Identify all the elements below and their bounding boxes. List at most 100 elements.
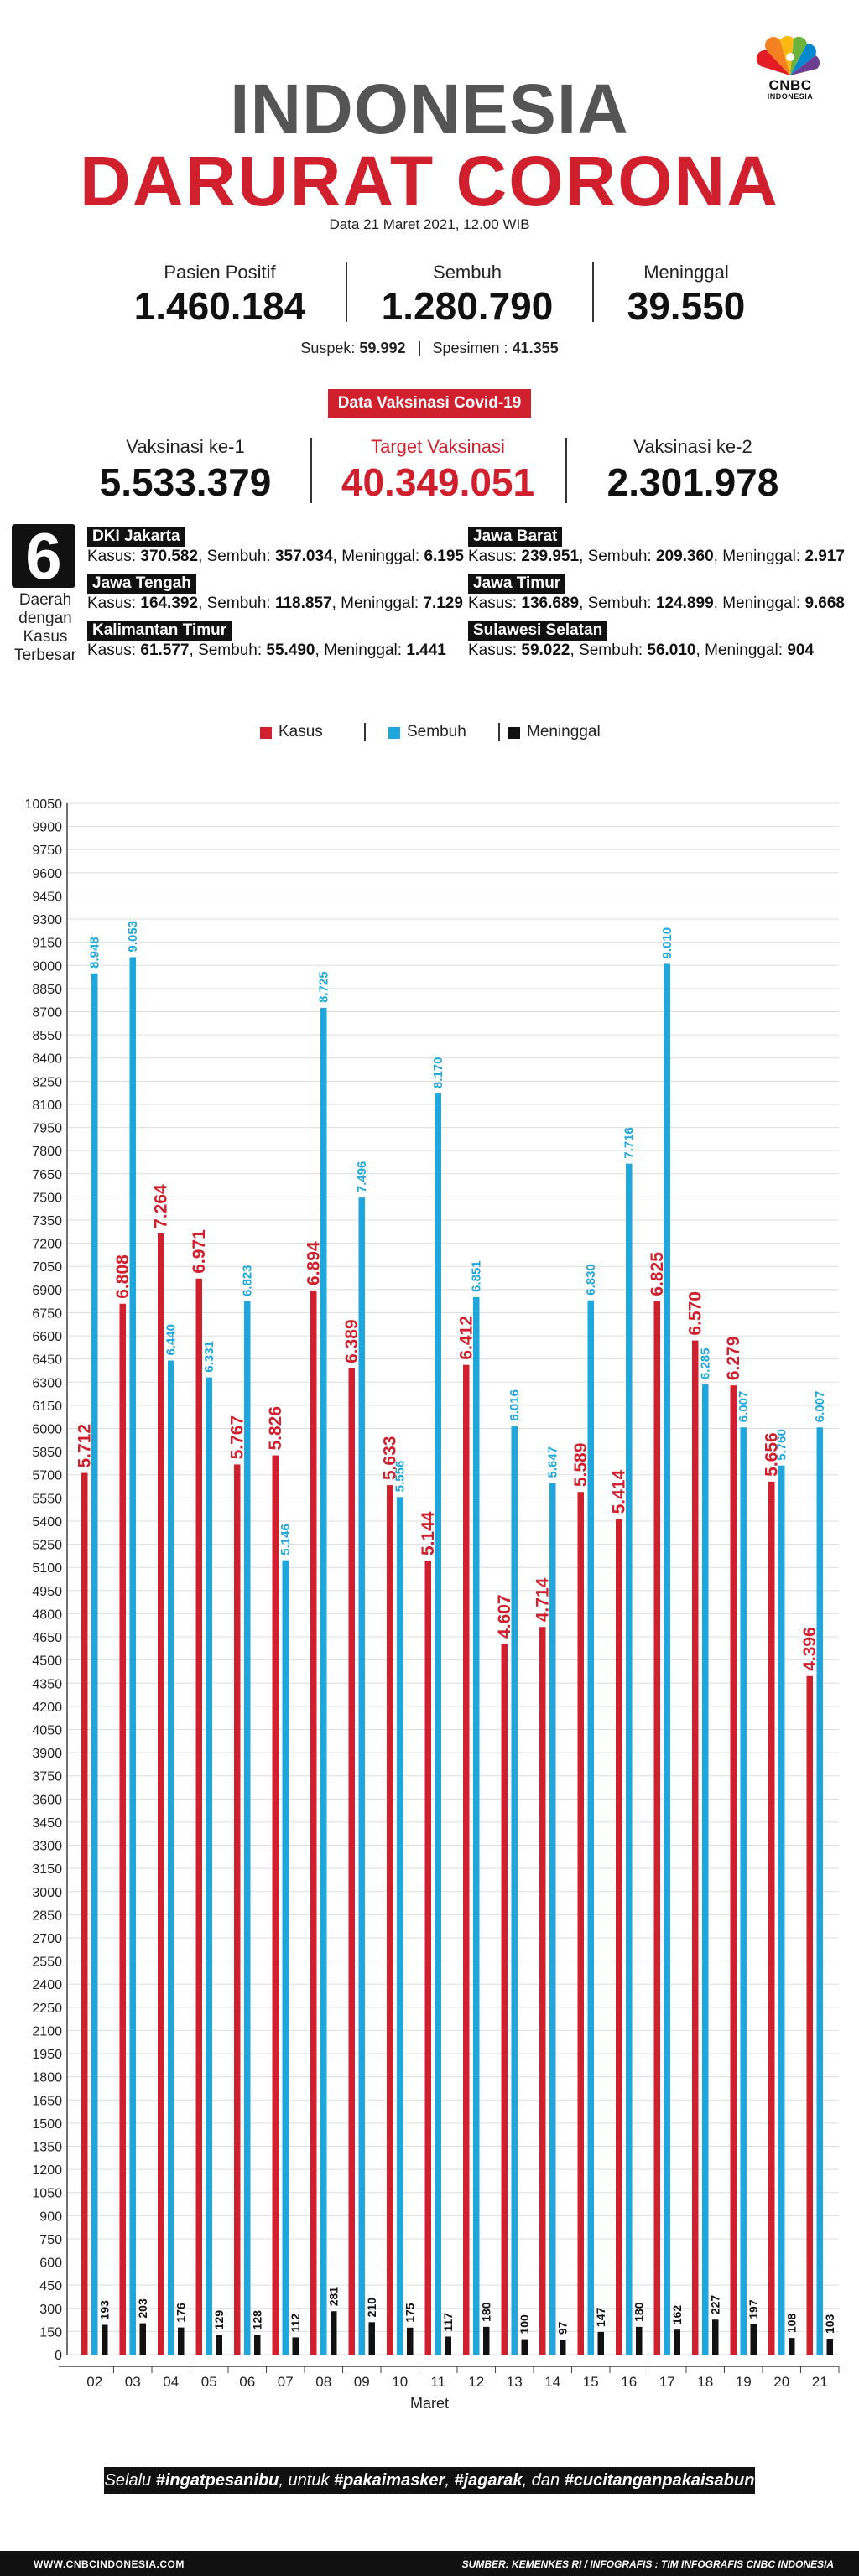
y-tick-label: 6150	[32, 1400, 62, 1414]
region-kasus-label: Kasus:	[468, 595, 518, 612]
data-label-meninggal: 112	[289, 2314, 302, 2333]
y-tick-label: 4950	[32, 1585, 62, 1599]
bar-meninggal	[139, 2323, 146, 2355]
y-tick-label: 3900	[32, 1747, 62, 1761]
data-label-kasus: 5.589	[571, 1443, 591, 1488]
data-label-meninggal: 97	[555, 2321, 569, 2334]
legend-sembuh-label: Sembuh	[407, 723, 466, 740]
x-tick-label: 10	[392, 2374, 408, 2390]
region-stats: Kasus: 59.022, Sembuh: 56.010, Meninggal…	[468, 641, 815, 659]
y-tick-label: 5250	[32, 1539, 62, 1553]
y-tick-label: 2700	[32, 1932, 62, 1946]
bar-kasus	[768, 1481, 775, 2355]
y-tick-label: 5100	[32, 1561, 62, 1576]
y-tick-label: 600	[39, 2257, 62, 2271]
y-tick-label: 2850	[32, 1909, 62, 1923]
data-label-kasus: 4.607	[495, 1594, 514, 1639]
data-label-meninggal: 176	[174, 2303, 187, 2323]
data-label-meninggal: 175	[403, 2303, 416, 2323]
vaksin-target-value: 40.349.051	[341, 460, 535, 504]
x-tick-label: 09	[354, 2374, 370, 2390]
y-tick-label: 1350	[32, 2140, 62, 2154]
data-label-meninggal: 108	[784, 2314, 798, 2334]
region-sembuh-label: Sembuh:	[198, 641, 263, 659]
bar-meninggal	[178, 2327, 185, 2355]
region-kasus-label: Kasus:	[87, 595, 137, 612]
x-axis-label: Maret	[409, 2395, 449, 2412]
region-sembuh-value: 209.360	[655, 548, 714, 565]
bar-sembuh	[91, 973, 98, 2355]
stat-divider	[592, 262, 594, 322]
y-tick-label: 5850	[32, 1446, 62, 1460]
region-caption-line: Terbesar	[14, 647, 76, 664]
bar-sembuh	[740, 1427, 747, 2355]
region-stats: Kasus: 239.951, Sembuh: 209.360, Meningg…	[468, 548, 845, 565]
region-name: DKI Jakarta	[87, 527, 185, 547]
region-kasus-value: 239.951	[521, 548, 580, 565]
region-sembuh-label: Sembuh:	[587, 595, 652, 612]
x-tick-label: 14	[544, 2374, 560, 2390]
region-kasus-label: Kasus:	[468, 641, 518, 659]
bar-meninggal	[712, 2319, 719, 2355]
data-label-sembuh: 6.851	[470, 1260, 484, 1292]
bar-kasus	[158, 1233, 164, 2355]
x-tick-label: 18	[697, 2374, 713, 2390]
data-label-meninggal: 129	[212, 2310, 226, 2330]
bar-meninggal	[636, 2326, 643, 2355]
region-meninggal-label: Meninggal:	[722, 548, 801, 565]
y-tick-label: 8550	[32, 1029, 62, 1043]
x-tick-label: 19	[736, 2374, 752, 2390]
legend-meninggal-label: Meninggal	[527, 723, 601, 740]
y-tick-label: 8100	[32, 1098, 62, 1113]
bar-kasus	[81, 1472, 88, 2355]
region-meninggal-label: Meninggal:	[705, 641, 784, 659]
bar-sembuh	[473, 1296, 480, 2355]
bar-sembuh	[702, 1384, 709, 2355]
y-tick-label: 9300	[32, 913, 62, 927]
bar-kasus	[195, 1278, 202, 2355]
data-label-meninggal: 227	[708, 2295, 721, 2315]
y-tick-label: 8850	[32, 983, 62, 997]
bar-sembuh	[626, 1163, 633, 2355]
slogan-text: , untuk	[279, 2471, 335, 2490]
stat-sembuh-label: Sembuh	[433, 262, 502, 283]
slogan-banner: Selalu #ingatpesanibu, untuk #pakaimaske…	[104, 2467, 755, 2494]
y-tick-label: 9450	[32, 890, 62, 904]
y-tick-label: 1950	[32, 2048, 62, 2062]
data-label-sembuh: 7.496	[355, 1161, 369, 1193]
region-sembuh-value: 118.857	[274, 595, 332, 612]
footer-bar	[0, 2551, 859, 2576]
region-meninggal-label: Meninggal:	[341, 548, 420, 565]
data-label-meninggal: 180	[632, 2302, 645, 2322]
bar-kasus	[348, 1368, 355, 2355]
data-label-sembuh: 6.440	[164, 1324, 179, 1356]
daily-cases-chart: 0 150 300 450 600 750 900 1050 1200 1350 1500 1650 1…	[0, 788, 859, 2415]
peacock-icon	[756, 35, 820, 75]
legend-sembuh-swatch	[388, 727, 400, 739]
region-sembuh-value: 124.899	[655, 595, 714, 612]
vaksin-divider	[565, 438, 567, 503]
spesimen-label: Spesimen :	[432, 340, 508, 356]
region-kasus-value: 59.022	[521, 641, 570, 659]
bar-meninggal	[483, 2326, 490, 2355]
bar-meninggal	[789, 2338, 795, 2355]
y-tick-label: 8400	[32, 1052, 62, 1067]
legend-meninggal-swatch	[508, 727, 520, 739]
region-sembuh-label: Sembuh:	[587, 548, 652, 565]
y-tick-label: 1650	[32, 2094, 62, 2108]
y-tick-label: 2100	[32, 2024, 62, 2038]
bar-sembuh	[358, 1197, 365, 2355]
bar-meninggal	[254, 2334, 261, 2355]
data-label-kasus: 6.825	[648, 1252, 667, 1296]
data-label-meninggal: 103	[823, 2314, 836, 2334]
y-tick-label: 4050	[32, 1723, 62, 1737]
y-tick-label: 6900	[32, 1284, 62, 1298]
data-label-meninggal: 128	[250, 2310, 263, 2330]
y-tick-label: 7650	[32, 1168, 62, 1182]
bar-kasus	[539, 1627, 546, 2355]
x-tick-label: 04	[163, 2374, 179, 2390]
data-label-kasus: 6.412	[456, 1316, 476, 1360]
bar-sembuh	[206, 1377, 212, 2355]
data-label-sembuh: 7.716	[622, 1127, 637, 1159]
y-tick-label: 6750	[32, 1306, 62, 1321]
